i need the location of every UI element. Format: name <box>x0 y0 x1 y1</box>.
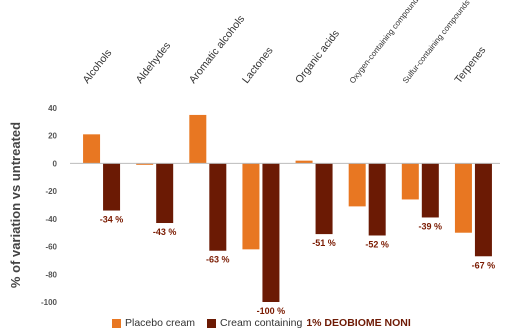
legend-swatch-deobiome <box>207 318 217 328</box>
bar-placebo-2 <box>136 163 154 165</box>
y-axis-ticks: 40 20 0 -20 -40 -60 -80 -100 <box>41 104 58 307</box>
category-label: Alcohols <box>80 47 114 86</box>
y-tick-label: -20 <box>45 187 57 196</box>
data-label-deobiome: -39 % <box>419 221 443 231</box>
legend-label-placebo: Placebo cream <box>125 317 196 329</box>
bar-deobiome-7 <box>421 163 439 218</box>
bar-placebo-4 <box>242 163 260 250</box>
bar-placebo-5 <box>295 160 313 164</box>
legend-label-deobiome-prefix: Cream containing <box>220 317 303 329</box>
legend-swatch-placebo <box>112 318 121 328</box>
bar-deobiome-1 <box>103 163 121 211</box>
category-label: Lactones <box>240 45 276 86</box>
data-label-deobiome: -52 % <box>365 239 389 249</box>
data-label-deobiome: -67 % <box>472 260 496 270</box>
category-label: Aldehydes <box>134 40 174 86</box>
y-tick-label: 0 <box>53 159 58 168</box>
data-label-deobiome: -34 % <box>100 215 124 225</box>
bar-placebo-1 <box>83 134 101 164</box>
category-label: Organic acids <box>293 28 342 86</box>
legend: Placebo cream Cream containing 1% DEOBIO… <box>112 317 423 329</box>
data-label-deobiome: -100 % <box>257 306 286 316</box>
legend-item-placebo: Placebo cream <box>112 317 195 329</box>
y-axis-label: % of variation vs untreated <box>8 122 23 288</box>
bar-deobiome-4 <box>262 163 280 302</box>
data-label-deobiome: -51 % <box>312 238 336 248</box>
data-labels: -34 % -43 % -63 % -100 % -51 % -52 % -39 % -67 … <box>100 215 495 316</box>
y-tick-label: 40 <box>48 104 57 113</box>
y-tick-label: -80 <box>45 270 57 279</box>
category-label: Terpenes <box>452 44 488 85</box>
y-tick-label: 20 <box>48 132 57 141</box>
bar-deobiome-3 <box>209 163 227 251</box>
bar-chart: % of variation vs untreated 40 20 0 -20 -40 -… <box>8 0 500 316</box>
bars <box>83 114 492 302</box>
y-axis-label-group: % of variation vs untreated <box>8 122 23 288</box>
bar-deobiome-6 <box>368 163 386 236</box>
bar-placebo-6 <box>348 163 366 207</box>
bar-deobiome-8 <box>474 163 492 257</box>
y-tick-label: -100 <box>41 298 58 307</box>
bar-deobiome-2 <box>156 163 174 224</box>
bar-placebo-7 <box>401 163 419 200</box>
bar-deobiome-5 <box>315 163 333 235</box>
y-tick-label: -60 <box>45 243 57 252</box>
data-label-deobiome: -63 % <box>206 255 230 265</box>
bar-placebo-8 <box>454 163 472 233</box>
legend-item-deobiome: Cream containing 1% DEOBIOME NONI <box>207 317 411 329</box>
y-tick-label: -40 <box>45 215 57 224</box>
legend-label-deobiome-product: 1% DEOBIOME NONI <box>306 317 411 329</box>
category-labels: Alcohols Aldehydes Aromatic alcoholsLacton… <box>80 0 488 86</box>
bar-placebo-3 <box>189 114 207 164</box>
category-label: Aromatic alcohols <box>187 13 247 86</box>
data-label-deobiome: -43 % <box>153 227 177 237</box>
